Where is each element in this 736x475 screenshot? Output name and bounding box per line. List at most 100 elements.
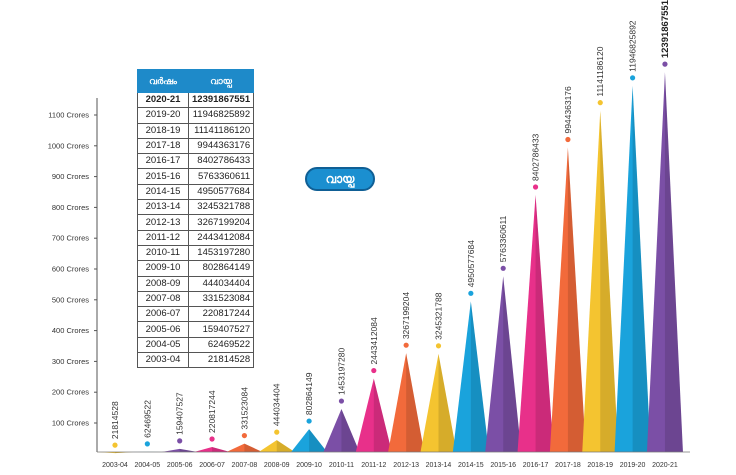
table-row: 2010-11 1453197280 [137, 244, 255, 262]
x-tick-label: 2020-21 [652, 462, 678, 469]
table-row: 2015-16 5763360611 [137, 168, 255, 185]
table-cell-amount: 159407527 [187, 321, 255, 338]
x-tick-label: 2019-20 [620, 462, 646, 469]
table-row: 2004-05 62469522 [137, 336, 255, 354]
x-tick-label: 2007-08 [232, 462, 258, 469]
table-cell-year: 2017-18 [137, 137, 189, 155]
bar-marker-dot [403, 342, 409, 348]
table-row: 2014-15 4950577684 [137, 183, 255, 201]
x-tick-label: 2005-06 [167, 462, 193, 469]
data-label: 12391867551 [660, 0, 671, 58]
data-label: 5763360611 [498, 215, 508, 262]
bar-marker-dot [435, 343, 442, 349]
bar-shade [341, 409, 360, 452]
y-tick-label: 400 Crores [52, 326, 89, 335]
bar-shade [600, 110, 619, 453]
data-label: 220817244 [207, 390, 217, 433]
bar-shade [406, 353, 425, 452]
y-tick-label: 200 Crores [52, 388, 89, 397]
bar-shade [309, 429, 328, 452]
bar-2012-13 [388, 353, 425, 452]
data-label: 8402786433 [531, 133, 541, 181]
x-tick-label: 2014-15 [458, 462, 484, 469]
bar-2011-12 [355, 378, 392, 452]
bar-shade [470, 301, 489, 452]
table-row: 2016-17 8402786433 [137, 153, 255, 170]
data-label: 3245321788 [434, 292, 444, 340]
bar-marker-dot [306, 418, 312, 424]
bar-2005-06 [161, 448, 198, 452]
table-cell-amount: 11946825892 [187, 107, 255, 124]
table-row: 2008-09 444034404 [137, 275, 255, 292]
y-tick-label: 600 Crores [52, 265, 89, 274]
x-tick-label: 2016-17 [523, 462, 549, 469]
table-cell-year: 2015-16 [137, 168, 189, 185]
table-row: 2011-12 2443412084 [137, 229, 255, 246]
table-cell-amount: 21814528 [187, 352, 255, 369]
x-tick-label: 2012-13 [393, 462, 419, 469]
table-row: 2019-20 11946825892 [137, 107, 255, 124]
table-row: 2007-08 331523084 [137, 290, 255, 308]
bar-marker-dot [209, 436, 215, 442]
table-header-amount: വായ്പ [187, 69, 255, 93]
x-tick-label: 2013-14 [426, 462, 452, 469]
bar-marker-dot [274, 429, 280, 435]
table-row: 2018-19 11141186120 [137, 122, 255, 139]
table-header-year: വർഷം [137, 69, 189, 93]
table-row: 2012-13 3267199204 [137, 214, 255, 231]
bar-shade [567, 147, 586, 452]
table-cell-year: 2012-13 [137, 214, 189, 231]
y-tick-label: 700 Crores [52, 234, 89, 243]
table-cell-year: 2011-12 [137, 229, 189, 246]
bar-2015-16 [485, 276, 522, 452]
bar-shade [438, 353, 457, 452]
bar-2017-18 [549, 147, 586, 452]
bar-marker-dot [597, 100, 603, 106]
data-label: 331523084 [239, 387, 249, 430]
table-header-row: വർഷം വായ്പ [137, 69, 255, 93]
bar-2007-08 [226, 443, 263, 452]
table-cell-year: 2004-05 [137, 336, 189, 354]
table-cell-amount: 2443412084 [187, 229, 255, 246]
table-cell-amount: 11141186120 [187, 122, 255, 139]
table-cell-year: 2013-14 [137, 199, 189, 216]
table-body: 2020-21 12391867551 2019-20 11946825892 2018… [137, 91, 255, 369]
x-tick-label: 2015-16 [490, 462, 516, 469]
data-label: 11141186120 [595, 46, 605, 96]
bar-marker-dot [144, 441, 150, 447]
table-cell-year: 2020-21 [137, 91, 189, 109]
table-row: 2017-18 9944363176 [137, 137, 255, 155]
table-row: 2020-21 12391867551 [137, 91, 255, 109]
x-tick-label: 2017-18 [555, 462, 581, 469]
table-cell-year: 2008-09 [137, 275, 189, 292]
bar-marker-dot [241, 432, 247, 439]
table-cell-amount: 62469522 [187, 336, 255, 354]
y-tick-label: 900 Crores [52, 172, 89, 181]
x-tick-label: 2004-05 [134, 462, 160, 469]
table-cell-amount: 331523084 [187, 290, 255, 308]
data-label: 4950577684 [466, 240, 476, 288]
bar-shade [244, 443, 263, 452]
bar-2019-20 [614, 85, 651, 452]
bar-2020-21 [646, 72, 683, 452]
table-cell-amount: 3267199204 [187, 214, 255, 231]
bar-marker-dot [112, 442, 118, 448]
x-tick-label: 2009-10 [296, 462, 322, 469]
chart-title: വായ്പ [305, 167, 375, 191]
bar-2013-14 [420, 353, 457, 452]
bar-2008-09 [258, 440, 295, 452]
table-row: 2013-14 3245321788 [137, 199, 255, 216]
bar-marker-dot [500, 265, 506, 271]
table-cell-year: 2016-17 [137, 153, 189, 170]
y-tick-label: 500 Crores [52, 295, 89, 304]
data-label: 802864149 [304, 372, 314, 415]
bar-2016-17 [517, 194, 554, 452]
x-tick-label: 2010-11 [329, 462, 354, 469]
table-cell-amount: 220817244 [187, 306, 255, 323]
data-label: 21814528 [110, 401, 120, 439]
table-cell-amount: 1453197280 [187, 244, 255, 262]
x-tick-label: 2006-07 [199, 462, 225, 469]
data-label: 159407527 [175, 392, 185, 435]
bar-marker-dot [371, 367, 377, 374]
